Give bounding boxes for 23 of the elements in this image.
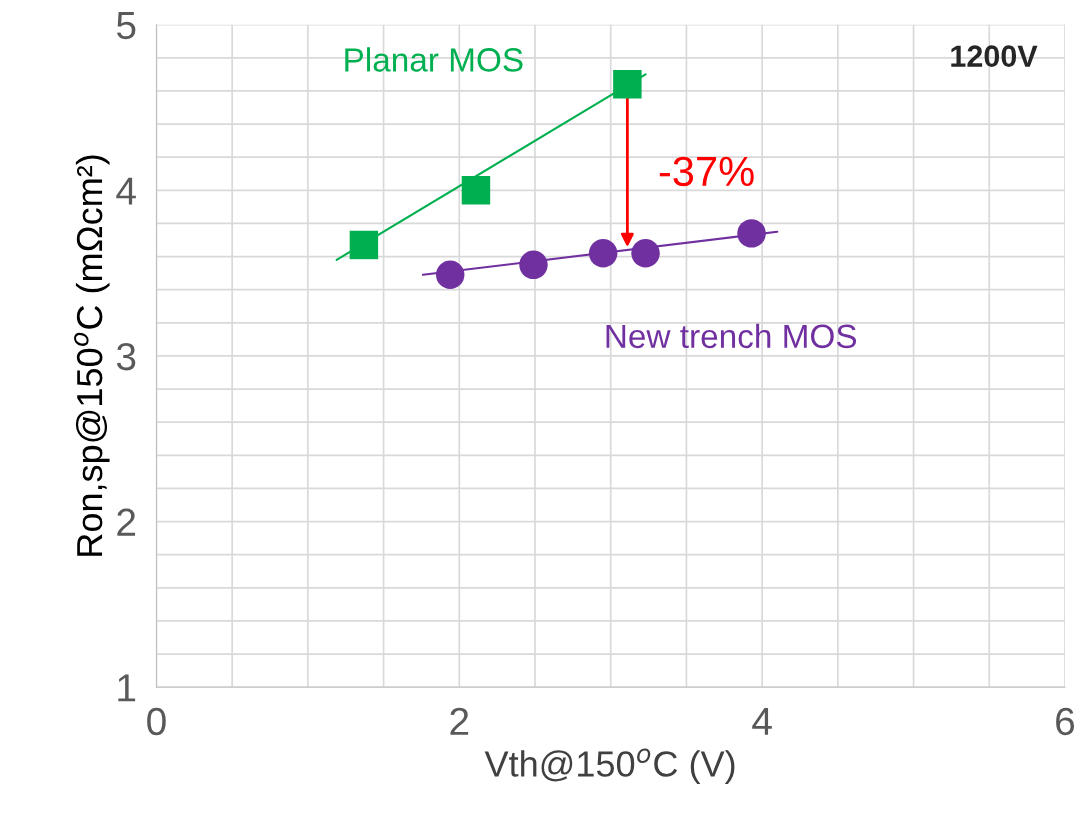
y-tick-label: 2 xyxy=(117,508,136,536)
point xyxy=(435,260,465,290)
point xyxy=(349,230,379,260)
x-axis-title: Vth@150$^{o}$C (V) xyxy=(484,748,735,784)
point xyxy=(737,219,766,248)
annotation: 1200V xyxy=(951,45,1038,68)
x-tick-label: 6 xyxy=(1056,707,1075,736)
y-tick-label: 1 xyxy=(118,674,136,702)
y-tick-label: 4 xyxy=(116,177,136,205)
point xyxy=(519,250,548,280)
series-label: New trench MOS xyxy=(606,323,857,349)
point xyxy=(461,176,491,205)
point xyxy=(588,239,618,268)
point xyxy=(613,70,642,99)
point xyxy=(631,239,660,268)
x-tick-label: 2 xyxy=(450,707,469,735)
y-tick-label: 5 xyxy=(116,12,136,40)
x-tick-label: 0 xyxy=(147,707,166,736)
annotation: -37% xyxy=(659,156,754,187)
y-tick-label: 3 xyxy=(116,342,136,371)
text: Planar MOS xyxy=(345,47,523,72)
x-tick-label: 4 xyxy=(752,708,772,735)
y-axis-title: Ron,sp@150$^{o}$C (mΩcm²) xyxy=(74,155,110,556)
